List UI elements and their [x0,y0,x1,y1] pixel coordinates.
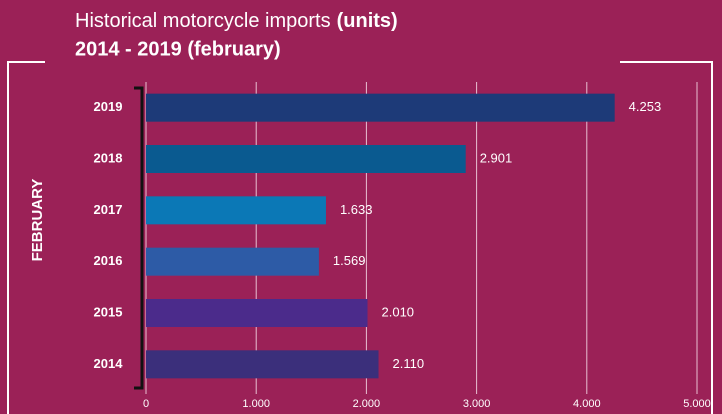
x-tick-label: 4.000 [573,398,601,410]
bar [146,196,326,225]
x-tick-label: 2.000 [353,398,381,410]
y-tick-label: 2018 [94,150,123,165]
y-tick-label: 2015 [94,304,123,319]
y-tick-label: 2019 [94,99,123,114]
title-text: Historical motorcycle imports [75,10,331,32]
value-label: 1.569 [333,253,366,268]
x-tick-label: 5.000 [683,398,711,410]
value-label: 1.633 [340,202,373,217]
bar [146,299,368,327]
frame-left [7,61,45,414]
bracket [134,86,144,390]
y-tick-label: 2016 [94,253,123,268]
bar [146,350,379,379]
chart-subtitle: 2014 - 2019 (february) [75,38,281,60]
bar [146,145,466,173]
y-tick-label: 2017 [94,202,123,217]
y-axis-label: FEBRUARY [29,179,46,262]
x-tick-label: 0 [143,398,149,410]
value-label: 2.010 [382,304,415,319]
bar [146,93,615,122]
title-emphasis: (units) [337,10,398,32]
x-tick-label: 1.000 [242,398,270,410]
chart-title: Historical motorcycle imports (units) [75,10,398,32]
value-label: 2.901 [480,150,513,165]
value-label: 2.110 [393,356,425,371]
value-label: 4.253 [629,99,662,114]
y-tick-label: 2014 [94,356,124,371]
x-tick-label: 3.000 [463,398,491,410]
frame-right [620,61,713,414]
bar [146,247,319,276]
